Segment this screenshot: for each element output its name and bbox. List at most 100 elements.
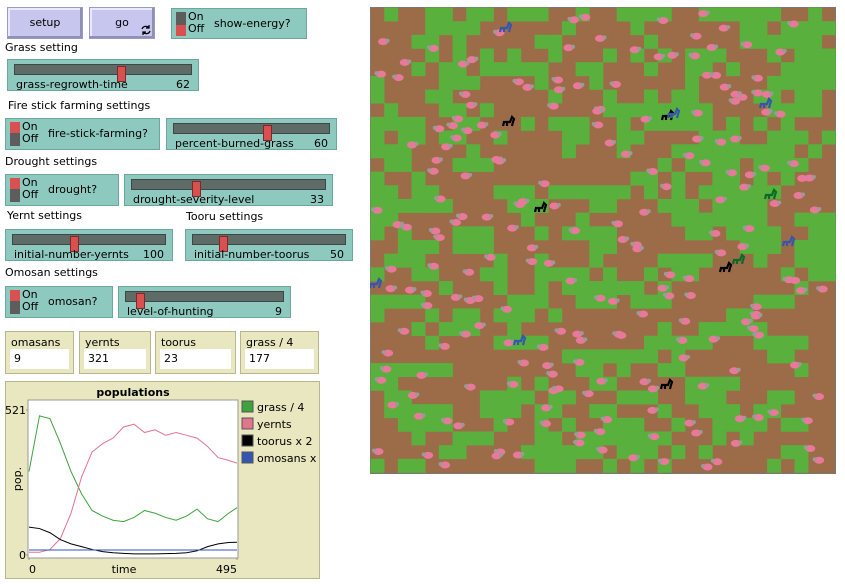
yernt [451,134,462,142]
grass-patch [685,390,700,405]
grass-patch [507,48,522,63]
yernt [692,135,703,143]
grass-patch [438,21,453,36]
grass-patch [739,431,754,446]
slider[interactable]: initial-number-yernts 100 [5,229,173,261]
yernt-head [748,318,753,323]
grass-patch [384,390,399,405]
grass-patch [575,130,590,145]
yernt [453,422,464,430]
grass-patch [726,322,741,337]
yernt [569,227,580,235]
yernt-head [460,422,465,427]
grass-patch [616,185,631,200]
grass-patch [466,240,481,254]
grass-patch [698,144,713,159]
grass-patch [534,445,549,460]
button[interactable]: setup [7,7,83,39]
yernt-head [774,111,779,116]
switch[interactable]: On Off drought? [5,174,119,206]
grass-patch [794,240,809,254]
yernt [466,56,477,64]
yernt-head [520,452,525,457]
yernt [719,83,730,91]
switch-on-label: On [22,176,38,189]
yernt-head [646,209,651,214]
switch[interactable]: On Off show-energy? [171,8,307,39]
switch[interactable]: On Off omosan? [5,286,113,318]
grass-patch [698,322,713,337]
slider-name: initial-number-toorus [194,248,310,261]
slider[interactable]: grass-regrowth-time 62 [7,59,199,91]
grass-patch [657,431,672,446]
yernt [608,297,619,305]
yernt [711,71,722,79]
grass-patch [780,171,795,186]
slider[interactable]: drought-severity-level 33 [124,174,333,206]
grass-patch [671,445,686,460]
slider[interactable]: percent-burned-grass 60 [166,118,337,150]
slider-track [131,179,326,197]
grass-patch [520,62,535,77]
note: Grass setting [5,41,78,54]
slider-thumb [136,293,146,309]
yernt [540,420,551,428]
yernt [553,76,564,84]
switch[interactable]: On Off fire-stick-farming? [5,118,160,150]
yernt [708,335,719,343]
slider[interactable]: level-of-hunting 9 [118,286,291,318]
grass-patch [479,226,494,241]
grass-patch [548,116,563,131]
yernt [730,135,741,143]
grass-patch [479,103,494,118]
grass-patch [575,267,590,282]
yernt [450,293,461,301]
yernt [775,48,786,56]
button[interactable]: go [89,7,155,39]
grass-patch [370,185,385,200]
switch-knob [176,25,186,36]
yernt [793,192,804,200]
grass-patch [466,116,481,131]
yernt [680,317,691,325]
yernt-head [458,91,463,96]
grass-patch [671,185,686,200]
yernt-head [812,457,817,462]
grass-patch [753,171,768,186]
grass-patch [370,75,385,90]
yernt [453,115,464,123]
agent [731,253,746,265]
grass-patch [575,445,590,460]
grass-patch [821,21,836,36]
grass-patch [794,212,809,227]
yernt-head [438,157,443,162]
grass-patch [821,253,836,268]
yernt-head [393,285,398,290]
yernt-head [737,91,742,96]
yernt [526,244,537,252]
yernt [405,286,416,294]
yernt-head [492,29,497,34]
yernt-head [574,432,579,437]
yernt-head [691,110,696,115]
yernt [684,152,695,160]
grass-patch [685,376,700,391]
switch-name: fire-stick-farming? [48,127,148,140]
yernt-head [573,277,578,282]
grass-patch [657,253,672,268]
yernt [658,17,669,25]
grass-patch [466,308,481,323]
slider-thumb [69,236,79,252]
yernt [659,458,670,466]
plot-area [27,399,239,559]
yernt-head [811,175,816,180]
yernt [796,286,807,294]
agent [512,334,527,346]
yernt-head [628,151,633,156]
grass-patch [589,75,604,90]
slider[interactable]: initial-number-toorus 50 [185,229,353,261]
yernt-head [636,310,641,315]
grass-patch [644,267,659,282]
yernt [401,223,412,231]
